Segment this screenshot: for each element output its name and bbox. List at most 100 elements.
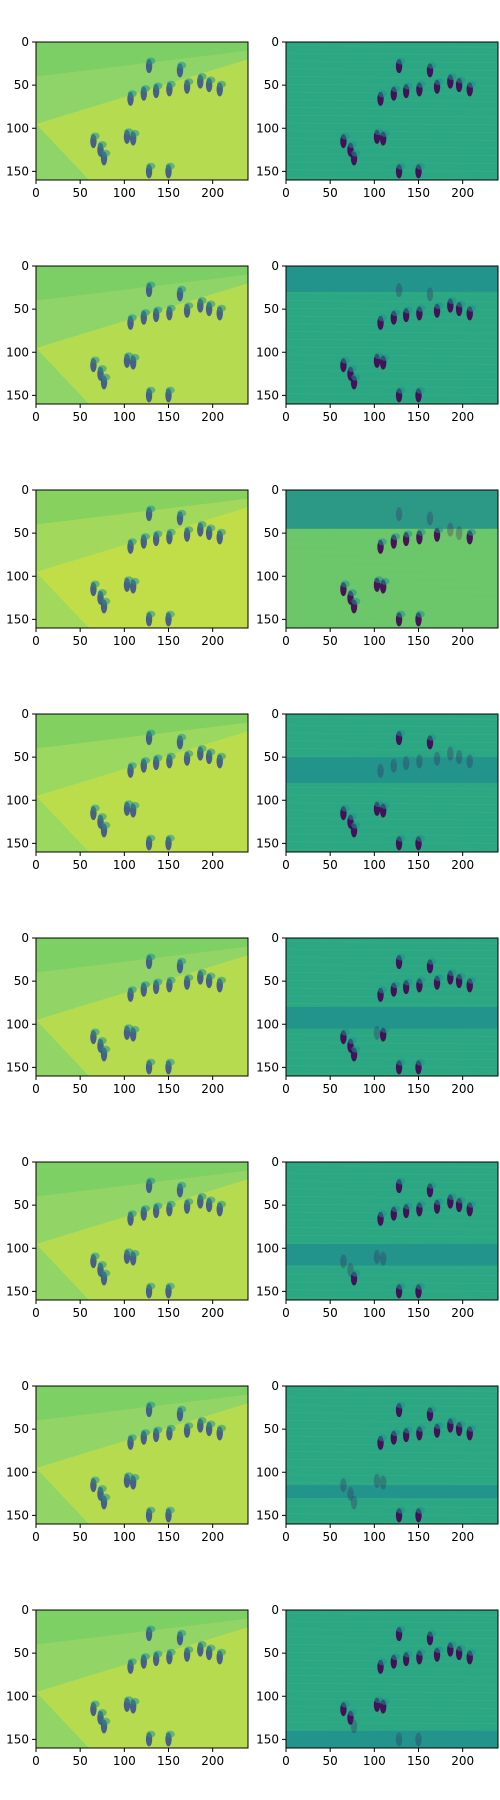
y-tick-label: 150 bbox=[6, 1732, 29, 1746]
figure-halo bbox=[403, 530, 413, 538]
figure-halo bbox=[434, 302, 444, 310]
panel-1-0: 0 50 100 150 200 0 50 100 150 bbox=[6, 259, 249, 424]
image-texture bbox=[286, 995, 498, 998]
image-texture bbox=[286, 1636, 498, 1639]
figure-blob bbox=[402, 756, 410, 771]
image-texture bbox=[286, 1521, 498, 1524]
image-texture bbox=[286, 1620, 498, 1624]
figure-halo bbox=[177, 509, 187, 517]
axes-frame bbox=[285, 713, 499, 853]
figure-halo bbox=[377, 90, 387, 98]
image-texture bbox=[286, 385, 498, 388]
axes-frame bbox=[35, 1161, 249, 1301]
image-texture bbox=[286, 1412, 498, 1415]
panel-4-1: 0 50 100 150 200 0 50 100 150 bbox=[256, 931, 499, 1096]
image-texture bbox=[286, 586, 498, 589]
image-texture bbox=[286, 833, 498, 836]
figure-halo bbox=[351, 821, 361, 829]
figure-halo bbox=[447, 1641, 457, 1648]
figure-halo bbox=[347, 1485, 357, 1493]
x-tick-label: 150 bbox=[407, 1530, 430, 1544]
x-tick-label: 100 bbox=[363, 410, 386, 424]
x-tick-label: 0 bbox=[282, 186, 290, 200]
x-tick-label: 100 bbox=[363, 634, 386, 648]
panel-2-0: 0 50 100 150 200 0 50 100 150 bbox=[6, 483, 249, 648]
figure-halo bbox=[153, 754, 163, 762]
x-tick-label: 200 bbox=[451, 1306, 474, 1320]
y-tick-label: 150 bbox=[6, 1060, 29, 1074]
image-texture bbox=[286, 794, 498, 798]
figure-halo bbox=[456, 524, 466, 532]
axes-frame bbox=[35, 1609, 249, 1749]
image-shade bbox=[36, 714, 248, 749]
image-texture bbox=[286, 1003, 498, 1006]
figure-halo bbox=[130, 129, 140, 137]
figure-halo bbox=[403, 306, 413, 314]
y-tick-label: 50 bbox=[264, 302, 279, 316]
figure-blob bbox=[373, 1025, 381, 1040]
image-texture bbox=[286, 601, 498, 605]
figure-halo bbox=[415, 1730, 425, 1738]
figure-blob bbox=[377, 763, 384, 778]
figure-halo bbox=[377, 1210, 387, 1218]
image-background bbox=[286, 1386, 498, 1524]
figure-halo bbox=[165, 1506, 175, 1514]
figure-halo bbox=[206, 1196, 216, 1204]
figure-halo bbox=[217, 528, 226, 536]
x-tick-label: 50 bbox=[73, 1530, 88, 1544]
figure-halo bbox=[206, 748, 216, 756]
figure-halo bbox=[101, 1269, 111, 1277]
figure-halo bbox=[101, 597, 111, 605]
y-tick-label: 100 bbox=[6, 345, 29, 359]
image-band bbox=[286, 1730, 498, 1748]
panel-image bbox=[36, 266, 248, 404]
y-tick-label: 0 bbox=[271, 1603, 279, 1617]
figure-blob bbox=[350, 1719, 358, 1734]
figure-blob bbox=[379, 1475, 387, 1490]
figure-blob bbox=[373, 1249, 381, 1264]
panel-6-1: 0 50 100 150 200 0 50 100 150 bbox=[256, 1379, 499, 1544]
figure-halo bbox=[197, 73, 207, 80]
image-texture bbox=[286, 1227, 498, 1230]
y-tick-label: 100 bbox=[256, 569, 279, 583]
y-tick-label: 100 bbox=[6, 121, 29, 135]
y-tick-label: 0 bbox=[271, 483, 279, 497]
image-texture bbox=[286, 1034, 498, 1037]
y-tick-label: 0 bbox=[21, 707, 29, 721]
x-tick-label: 0 bbox=[32, 634, 40, 648]
figure-halo bbox=[456, 1644, 466, 1652]
figure-blob bbox=[466, 754, 473, 769]
figure-halo bbox=[396, 162, 406, 170]
figure-halo bbox=[130, 801, 140, 809]
figure-halo bbox=[141, 1205, 151, 1213]
y-tick-label: 50 bbox=[264, 78, 279, 92]
axes-frame bbox=[285, 489, 499, 629]
panel-image bbox=[36, 1386, 248, 1524]
figure-halo bbox=[380, 1473, 390, 1481]
figure-halo bbox=[141, 1653, 151, 1661]
figure-halo bbox=[127, 1434, 137, 1442]
x-tick-label: 50 bbox=[73, 1754, 88, 1768]
x-tick-label: 200 bbox=[451, 1530, 474, 1544]
figure-halo bbox=[340, 580, 350, 588]
image-shade bbox=[36, 266, 248, 301]
figure-halo bbox=[456, 1196, 466, 1204]
y-tick-label: 0 bbox=[21, 1603, 29, 1617]
figure-halo bbox=[403, 1650, 413, 1658]
figure-halo bbox=[166, 80, 176, 88]
figure-halo bbox=[347, 1037, 357, 1045]
x-tick-label: 100 bbox=[113, 858, 136, 872]
image-texture bbox=[286, 115, 498, 118]
figure-halo bbox=[146, 281, 156, 289]
x-tick-label: 50 bbox=[323, 1530, 338, 1544]
figure-halo bbox=[347, 1709, 357, 1717]
image-texture bbox=[286, 979, 498, 983]
figure-halo bbox=[206, 1420, 216, 1428]
x-tick-label: 200 bbox=[201, 1754, 224, 1768]
figure-halo bbox=[427, 285, 437, 293]
figure-halo bbox=[340, 804, 350, 812]
figure-halo bbox=[90, 804, 100, 812]
figure-halo bbox=[347, 813, 357, 821]
figure-halo bbox=[153, 1426, 163, 1434]
image-texture bbox=[286, 578, 498, 581]
